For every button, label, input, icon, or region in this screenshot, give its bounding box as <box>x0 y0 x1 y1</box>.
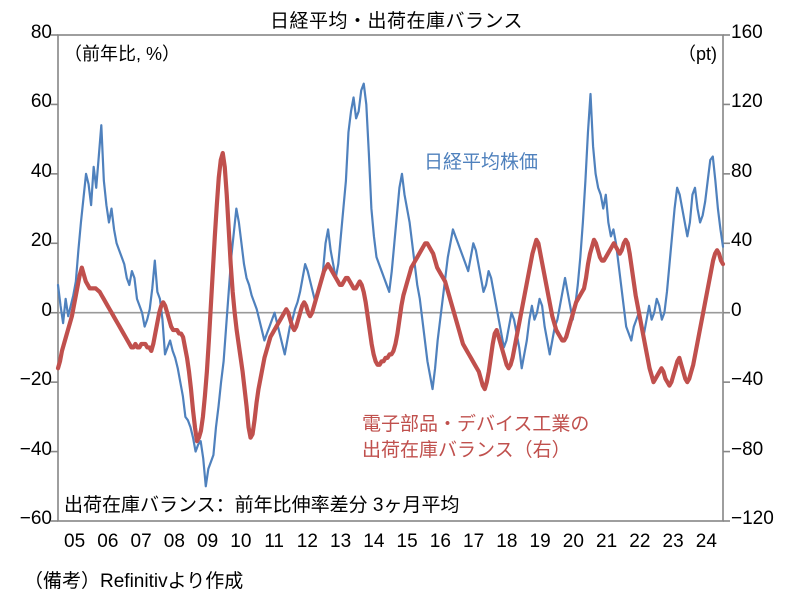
x-axis-tick-label: 06 <box>97 531 119 552</box>
x-axis-tick-label: 20 <box>562 531 584 552</box>
plot-frame <box>57 34 724 522</box>
x-axis-tick-label: 12 <box>296 531 318 552</box>
series-line-device <box>55 150 726 444</box>
x-axis-tick-label: 05 <box>64 531 86 552</box>
y-axis-tick-label-left: 80 <box>30 22 52 43</box>
x-axis-tick-label: 23 <box>662 531 684 552</box>
chart-title: 日経平均・出荷在庫バランス <box>269 11 524 32</box>
y-axis-tick-label-right: 120 <box>731 91 763 113</box>
x-axis-tick-label: 18 <box>496 531 518 552</box>
x-axis-tick-label: 13 <box>330 531 352 552</box>
x-axis-tick-label: 14 <box>363 531 385 552</box>
y-axis-tick-label-right: −120 <box>731 508 774 529</box>
y-axis-tick-label-left: 40 <box>30 160 52 182</box>
x-axis-tick-label: 21 <box>596 531 618 552</box>
series-line-nikkei <box>56 82 725 488</box>
y-axis-tick-label-left: −20 <box>19 369 52 391</box>
x-axis-tick-label: 09 <box>197 531 219 552</box>
y-axis-tick-label-right: 80 <box>731 160 753 182</box>
x-axis-tick-label: 15 <box>396 531 418 552</box>
y-axis-tick-label-left: 20 <box>30 230 52 252</box>
y-axis-tick-label-right: 160 <box>731 22 763 43</box>
y-axis-tick-label-right: 0 <box>731 299 742 321</box>
x-axis-tick-label: 24 <box>695 531 717 552</box>
y-axis-tick-label-left: −40 <box>19 438 52 460</box>
series-label-device: 電子部品・デバイス工業の 出荷在庫バランス（右） <box>362 412 589 463</box>
right-axis-unit-label: （pt) <box>677 44 717 64</box>
series-label-device-line1: 電子部品・デバイス工業の <box>362 414 590 435</box>
inplot-note: 出荷在庫バランス：前年比伸率差分 3ヶ月平均 <box>64 495 460 516</box>
series-label-device-line2: 出荷在庫バランス（右） <box>362 439 571 461</box>
y-axis-tick-label-left: 60 <box>30 91 52 113</box>
y-axis-tick-label-left: −60 <box>19 508 52 529</box>
x-axis-tick-label: 16 <box>429 531 451 552</box>
x-axis-tick-label: 08 <box>163 531 185 552</box>
x-axis-tick-label: 22 <box>629 531 651 552</box>
x-axis-tick-label: 19 <box>529 531 551 552</box>
x-axis-tick-label: 17 <box>463 531 485 552</box>
source-note: （備考）Refinitivより作成 <box>24 571 244 592</box>
y-axis-tick-label-right: −80 <box>731 438 764 460</box>
x-axis-tick-label: 11 <box>264 531 284 552</box>
left-axis-unit-label: （前年比, %） <box>64 44 181 64</box>
x-axis-tick-label: 10 <box>230 531 252 552</box>
y-axis-tick-label-right: −40 <box>731 369 764 391</box>
series-label-nikkei: 日経平均株価 <box>424 152 539 173</box>
y-axis-tick-label-left: 0 <box>41 299 52 321</box>
y-axis-tick-label-right: 40 <box>731 230 753 252</box>
x-axis-tick-label: 07 <box>130 531 152 552</box>
